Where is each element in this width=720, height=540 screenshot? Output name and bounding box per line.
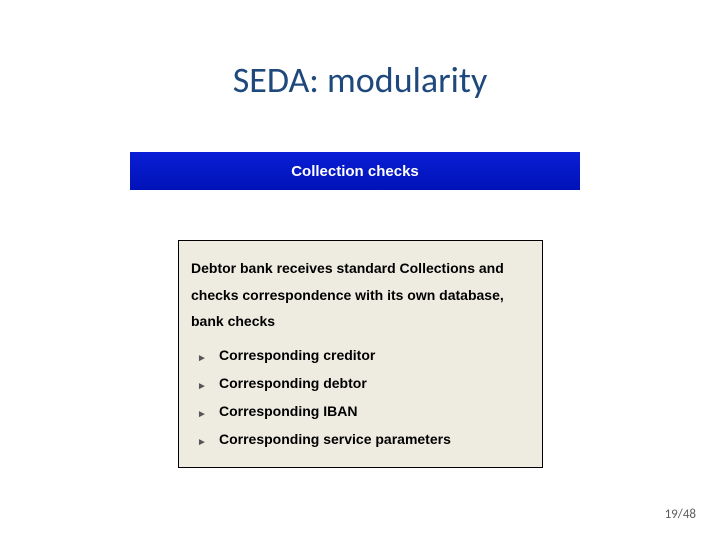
triangle-icon: ► xyxy=(197,433,207,453)
triangle-icon: ► xyxy=(197,377,207,397)
section-banner: Collection checks xyxy=(130,152,580,190)
list-item: ► Corresponding service parameters xyxy=(191,425,530,453)
list-item: ► Corresponding IBAN xyxy=(191,397,530,425)
slide-title: SEDA: modularity xyxy=(0,58,720,102)
page-current: 19 xyxy=(665,507,678,522)
page-total: 48 xyxy=(683,507,696,522)
list-item: ► Corresponding creditor xyxy=(191,341,530,369)
list-item-label: Corresponding IBAN xyxy=(219,403,357,419)
page-number: 19/48 xyxy=(665,507,696,522)
slide: { "title": { "text": "SEDA: modularity",… xyxy=(0,0,720,540)
content-box: Debtor bank receives standard Collection… xyxy=(178,240,543,468)
list-item-label: Corresponding service parameters xyxy=(219,431,451,447)
triangle-icon: ► xyxy=(197,349,207,369)
intro-text: Debtor bank receives standard Collection… xyxy=(191,255,530,335)
list-item: ► Corresponding debtor xyxy=(191,369,530,397)
banner-text: Collection checks xyxy=(291,163,419,180)
triangle-icon: ► xyxy=(197,405,207,425)
list-item-label: Corresponding debtor xyxy=(219,375,367,391)
list-item-label: Corresponding creditor xyxy=(219,347,375,363)
bullet-list: ► Corresponding creditor ► Corresponding d… xyxy=(191,341,530,453)
